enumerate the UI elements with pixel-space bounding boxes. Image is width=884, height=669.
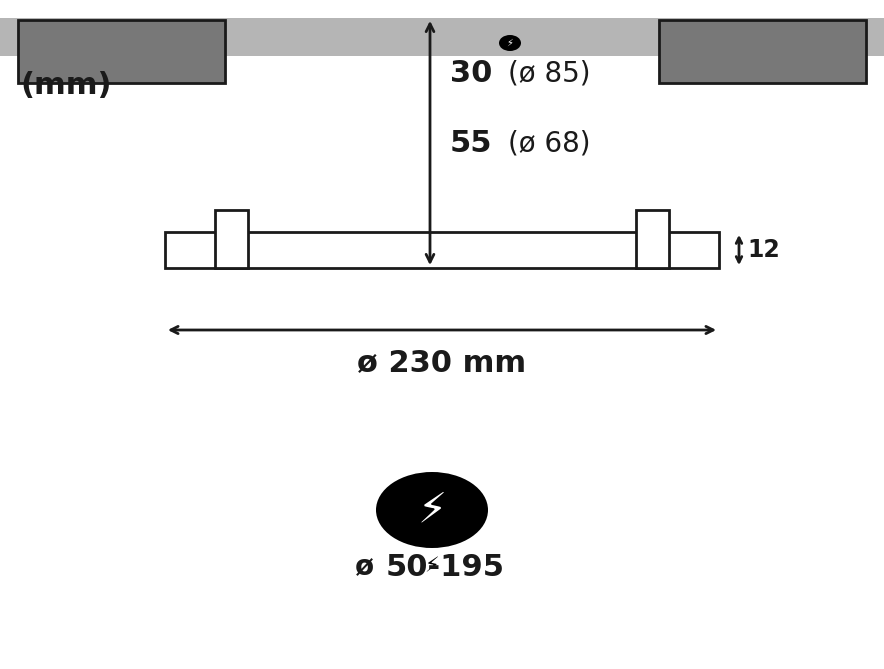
Text: (mm): (mm): [20, 71, 111, 100]
Text: ⚡: ⚡: [424, 556, 439, 576]
Text: ⚡: ⚡: [507, 38, 514, 48]
Text: 12: 12: [747, 238, 780, 262]
Text: 50-195: 50-195: [386, 553, 505, 582]
Bar: [636, 210, 669, 268]
Text: ø: ø: [354, 553, 374, 581]
Text: (ø 68): (ø 68): [508, 129, 591, 157]
Bar: [0, 18, 884, 56]
Text: ø 230 mm: ø 230 mm: [357, 348, 527, 377]
Text: (ø 85): (ø 85): [508, 59, 591, 87]
Bar: [659, 20, 866, 83]
Bar: [215, 210, 248, 268]
Text: ⚡: ⚡: [417, 489, 446, 531]
Text: 30: 30: [450, 58, 492, 88]
Ellipse shape: [376, 472, 488, 548]
Bar: [18, 20, 225, 83]
Text: 55: 55: [450, 128, 492, 157]
Bar: [165, 232, 719, 268]
Ellipse shape: [499, 35, 521, 51]
